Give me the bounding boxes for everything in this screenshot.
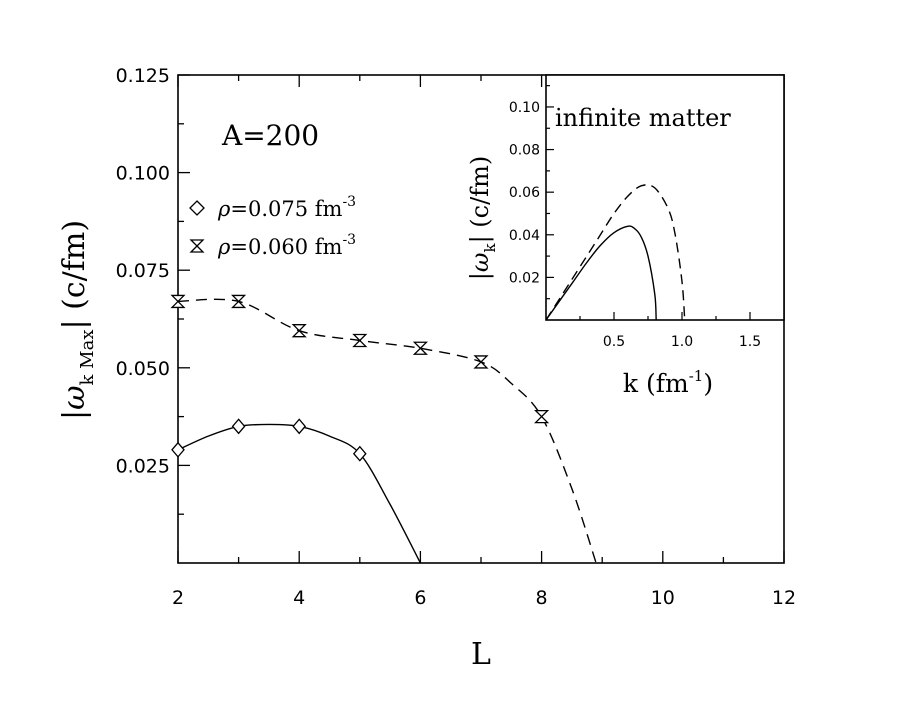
inset-y-tick-label: 0.02	[509, 270, 540, 286]
main-y-axis-label: |ωk Max| (c/fm)	[57, 220, 98, 420]
inset-tick-labels: 0.5 1.0 1.5 0.02 0.04 0.06 0.08 0.10	[509, 100, 761, 350]
inset-y-tick-label: 0.08	[509, 143, 540, 159]
main-x-axis-label: L	[471, 637, 491, 672]
main-y-tick-label: 0.100	[116, 163, 170, 185]
main-markers	[170, 294, 550, 462]
inset-curves	[545, 184, 686, 321]
inset-y-axis-label: |ωk| (c/fm)	[466, 156, 499, 280]
inset-x-tick-label: 0.5	[603, 334, 625, 350]
data-point-hourglass	[473, 355, 489, 369]
inset-y-tick-label: 0.06	[509, 185, 540, 201]
inset-x-axis-label: k (fm-1)	[623, 367, 713, 398]
main-y-tick-label: 0.025	[116, 455, 170, 477]
data-point-diamond	[292, 418, 307, 435]
inset-y-tick-label: 0.04	[509, 228, 540, 244]
data-point-hourglass	[352, 333, 368, 348]
data-point-diamond	[171, 441, 185, 458]
inset-ticks	[546, 85, 751, 320]
data-point-hourglass	[231, 294, 247, 309]
data-point-hourglass	[291, 324, 307, 338]
legend-item-rho-060: ρ=0.060 fm-3	[189, 232, 356, 259]
main-x-tick-label: 8	[536, 587, 548, 609]
main-x-tick-label: 6	[414, 587, 426, 609]
inset-y-tick-label: 0.10	[509, 100, 540, 116]
series-line-rho-060	[177, 298, 597, 564]
main-x-tick-label: 2	[172, 587, 184, 609]
legend: ρ=0.075 fm-3 ρ=0.060 fm-3	[189, 194, 356, 259]
main-y-tick-label: 0.125	[116, 65, 170, 87]
legend-item-rho-075: ρ=0.075 fm-3	[189, 194, 356, 221]
inset-x-tick-label: 1.0	[671, 334, 693, 350]
data-point-diamond	[231, 418, 246, 435]
legend-marker-diamond	[189, 200, 205, 216]
inset-series-line-dashed	[545, 184, 686, 321]
svg-text:|ωk| (c/fm): |ωk| (c/fm)	[466, 156, 499, 280]
series-line-rho-075	[177, 423, 422, 564]
inset-frame	[545, 74, 785, 321]
svg-text:|ωk Max| (c/fm): |ωk Max| (c/fm)	[57, 220, 98, 420]
main-x-tick-label: 4	[293, 587, 305, 609]
data-point-hourglass	[412, 341, 428, 355]
data-point-diamond	[352, 445, 367, 462]
data-point-hourglass	[170, 294, 186, 309]
main-x-tick-label: 12	[772, 587, 796, 609]
inset-title: infinite matter	[555, 104, 731, 132]
main-tick-labels: 2 4 6 8 10 12 0.025 0.050 0.075 0.100 0.125	[116, 65, 797, 609]
inset-plot: 0.5 1.0 1.5 0.02 0.04 0.06 0.08 0.10 infinite m…	[466, 74, 785, 398]
legend-marker-hourglass	[189, 239, 205, 253]
legend-label-rho-060: ρ=0.060 fm-3	[217, 232, 356, 259]
legend-label-rho-075: ρ=0.075 fm-3	[217, 194, 356, 221]
main-x-tick-label: 10	[651, 587, 675, 609]
data-point-hourglass	[534, 409, 550, 424]
main-y-tick-label: 0.050	[116, 358, 170, 380]
inset-x-tick-label: 1.5	[739, 334, 761, 350]
annotation-a200: A=200	[221, 119, 319, 152]
main-y-tick-label: 0.075	[116, 260, 170, 282]
inset-series-line-solid	[545, 225, 657, 321]
